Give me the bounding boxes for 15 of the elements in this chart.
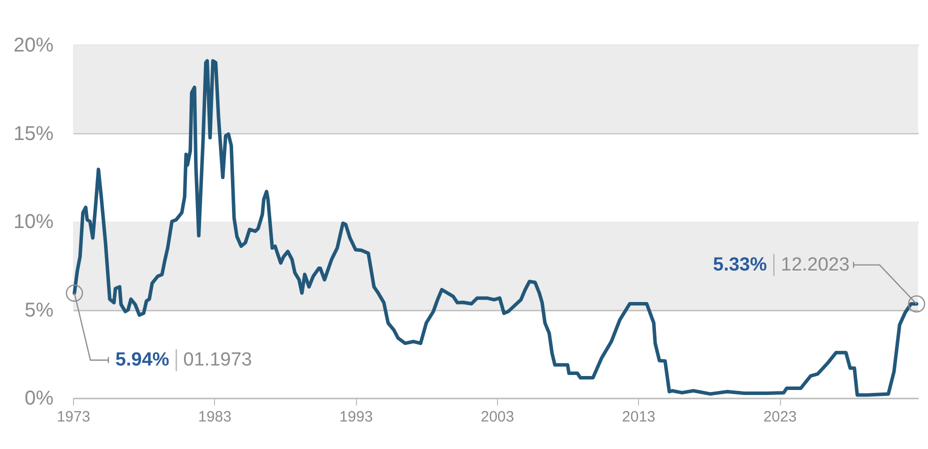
annotation: 12.2023	[780, 254, 850, 276]
annotation: 01.1973	[183, 350, 252, 371]
x-tick-label: 1973	[56, 408, 90, 426]
y-tick-label: 0%	[24, 388, 54, 410]
y-tick-label: 5%	[24, 299, 54, 322]
x-tick-label: 1983	[198, 408, 232, 426]
y-tick-label: 10%	[13, 211, 54, 233]
y-tick-label: 20%	[13, 34, 54, 56]
x-tick-label: 2003	[480, 408, 514, 426]
x-tick-label: 2023	[763, 408, 797, 426]
annotation: 5.94%	[115, 350, 170, 371]
annotation: 5.33%	[713, 254, 768, 276]
y-tick-label: 15%	[13, 122, 54, 145]
x-tick-label: 1993	[339, 408, 373, 426]
x-tick-label: 2013	[622, 408, 656, 426]
